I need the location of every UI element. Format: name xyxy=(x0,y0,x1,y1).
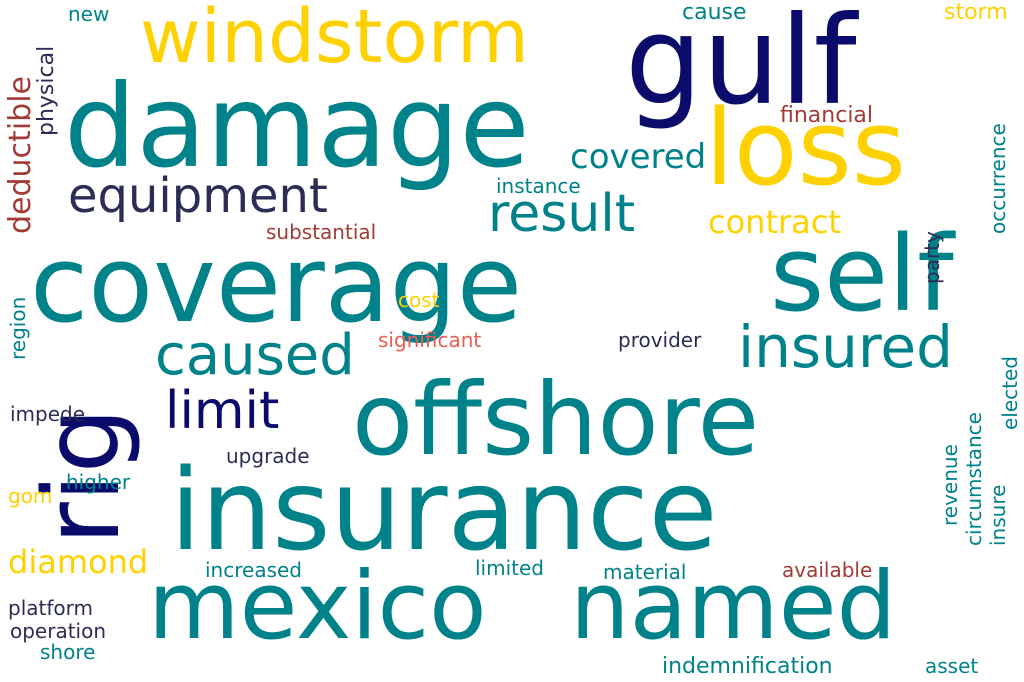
word-circumstance: circumstance xyxy=(962,412,986,546)
word-gom: gom xyxy=(8,484,53,508)
word-loss: loss xyxy=(705,87,906,209)
word-equipment: equipment xyxy=(68,168,328,224)
word-new: new xyxy=(68,2,110,26)
word-deductible: deductible xyxy=(3,76,38,234)
word-operation: operation xyxy=(10,619,107,643)
word-financial: financial xyxy=(780,103,874,128)
word-offshore: offshore xyxy=(352,361,760,478)
word-available: available xyxy=(782,558,873,582)
word-physical: physical xyxy=(34,45,59,136)
word-platform: platform xyxy=(8,596,93,620)
word-gulf: gulf xyxy=(625,0,857,132)
word-provider: provider xyxy=(618,328,702,352)
word-coverage: coverage xyxy=(30,223,523,346)
word-indemnification: indemnification xyxy=(662,654,833,679)
word-higher: higher xyxy=(66,470,131,494)
word-mexico: mexico xyxy=(148,552,487,661)
word-covered: covered xyxy=(570,137,707,177)
word-named: named xyxy=(570,552,897,661)
word-elected: elected xyxy=(998,355,1022,430)
word-caused: caused xyxy=(155,323,355,388)
word-cost: cost xyxy=(398,288,440,312)
word-increased: increased xyxy=(205,558,302,582)
word-insurance: insurance xyxy=(170,446,718,576)
word-shore: shore xyxy=(40,640,96,664)
word-cause: cause xyxy=(682,0,747,25)
word-material: material xyxy=(603,560,687,584)
word-insured: insured xyxy=(738,313,953,381)
word-diamond: diamond xyxy=(8,543,149,581)
word-damage: damage xyxy=(64,60,530,193)
word-limit: limit xyxy=(165,381,280,441)
word-windstorm: windstorm xyxy=(140,0,530,80)
word-self: self xyxy=(770,213,954,335)
word-contract: contract xyxy=(708,203,841,241)
word-substantial: substantial xyxy=(266,220,377,244)
word-upgrade: upgrade xyxy=(226,444,310,468)
word-significant: significant xyxy=(378,328,482,352)
word-region: region xyxy=(6,296,30,360)
word-revenue: revenue xyxy=(938,444,962,526)
word-limited: limited xyxy=(475,556,544,580)
word-result: result xyxy=(488,184,636,244)
word-asset: asset xyxy=(925,654,979,678)
word-storm: storm xyxy=(944,0,1008,25)
word-party: party xyxy=(920,231,944,284)
word-impede: impede xyxy=(10,402,86,426)
word-insure: insure xyxy=(986,484,1010,546)
word-occurrence: occurrence xyxy=(986,123,1010,234)
word-instance: instance xyxy=(496,174,581,198)
